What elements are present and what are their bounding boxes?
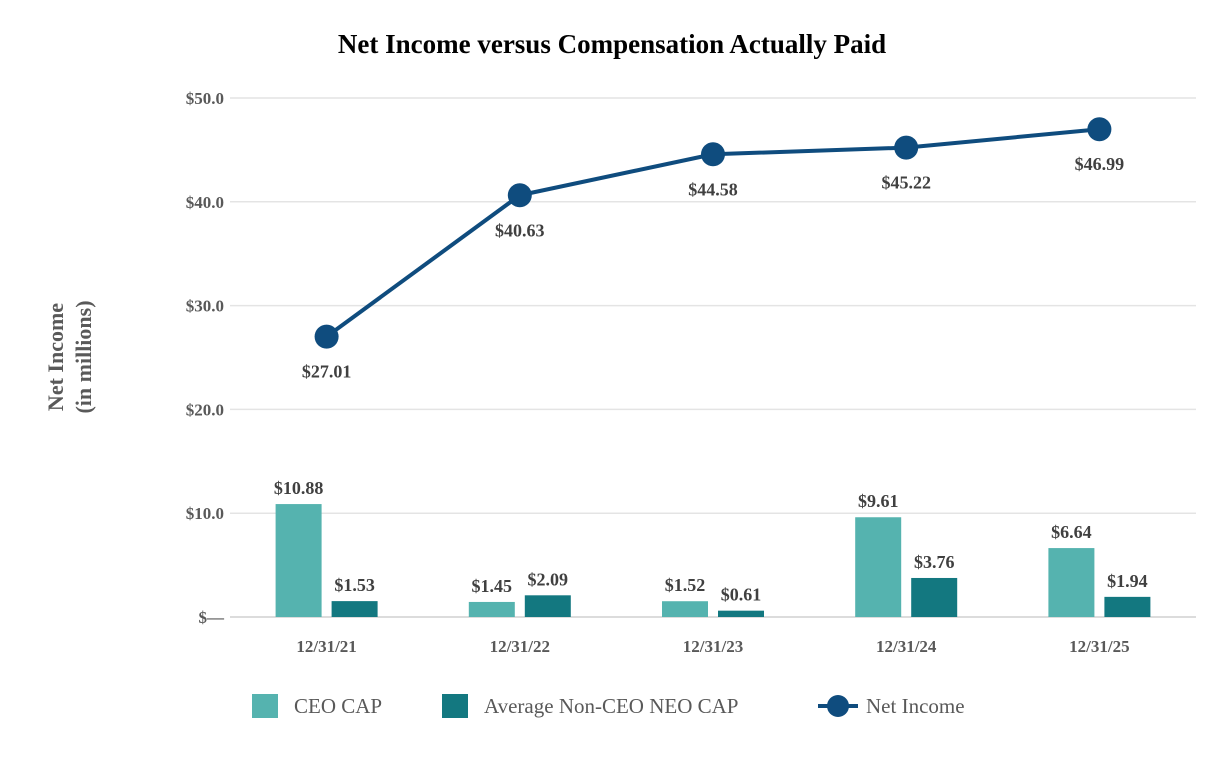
legend-label: Net Income [866,694,965,718]
bar-average-non-ceo-neo-cap [911,577,958,617]
x-tick-label: 12/31/23 [683,637,743,656]
line-series: $27.01 $40.63 $44.58 $45.22 $46.99 [302,117,1125,382]
net-income-marker [314,324,339,349]
bar-ceo-cap [275,504,322,617]
net-income-marker [894,135,919,160]
x-tick-label: 12/31/22 [490,637,550,656]
bar-data-label: $6.64 [1051,522,1092,542]
bar-data-label: $1.94 [1107,571,1148,591]
legend-label: CEO CAP [294,694,382,718]
legend-label: Average Non-CEO NEO CAP [484,694,738,718]
bar-average-non-ceo-neo-cap [524,595,571,617]
bar-data-label: $0.61 [721,585,762,605]
bar-data-label: $9.61 [858,491,899,511]
bar-data-label: $1.52 [665,575,706,595]
bar-ceo-cap [468,601,515,617]
y-axis-ticks: $— $10.0 $20.0 $30.0 $40.0 $50.0 [186,89,225,627]
y-axis-label: Net Income (in millions) [43,300,96,413]
line-data-label: $27.01 [302,362,352,382]
line-data-label: $46.99 [1075,154,1125,174]
bar-series: $10.88 $1.53 $1.45 $2.09 $1.52 $0.61 $9.61 $3.7… [274,478,1151,617]
bar-average-non-ceo-neo-cap [1104,596,1151,617]
bar-data-label: $1.53 [334,575,375,595]
bar-ceo-cap [1048,548,1095,617]
y-tick-label: $— [199,608,226,627]
y-tick-label: $40.0 [186,193,224,212]
x-tick-label: 12/31/24 [876,637,937,656]
bar-data-label: $2.09 [528,569,569,589]
gridlines [230,97,1196,618]
line-data-label: $40.63 [495,220,545,240]
chart-title: Net Income versus Compensation Actually … [338,29,886,59]
y-tick-label: $50.0 [186,89,224,108]
x-tick-label: 12/31/25 [1069,637,1129,656]
bar-data-label: $10.88 [274,478,324,498]
y-tick-label: $10.0 [186,504,224,523]
x-axis-ticks: 12/31/21 12/31/22 12/31/23 12/31/24 12/31/25 [296,637,1129,656]
net-income-marker [701,142,725,167]
bar-average-non-ceo-neo-cap [718,610,764,617]
bar-ceo-cap [855,517,902,617]
y-axis-label-line-2: (in millions) [71,300,96,413]
legend-marker [827,695,849,717]
bar-ceo-cap [662,601,708,617]
bar-data-label: $3.76 [914,552,955,572]
y-tick-label: $20.0 [186,400,224,419]
legend-swatch [442,694,468,718]
line-data-label: $44.58 [688,179,738,199]
legend: CEO CAP Average Non-CEO NEO CAP Net Income [252,694,965,718]
net-income-marker [507,183,532,208]
bar-data-label: $1.45 [472,576,513,596]
net-income-marker [1087,117,1112,142]
x-tick-label: 12/31/21 [296,637,356,656]
legend-swatch [252,694,278,718]
bar-average-non-ceo-neo-cap [331,601,378,617]
y-axis-label-line-1: Net Income [43,303,68,411]
line-data-label: $45.22 [881,173,931,193]
y-tick-label: $30.0 [186,297,224,316]
